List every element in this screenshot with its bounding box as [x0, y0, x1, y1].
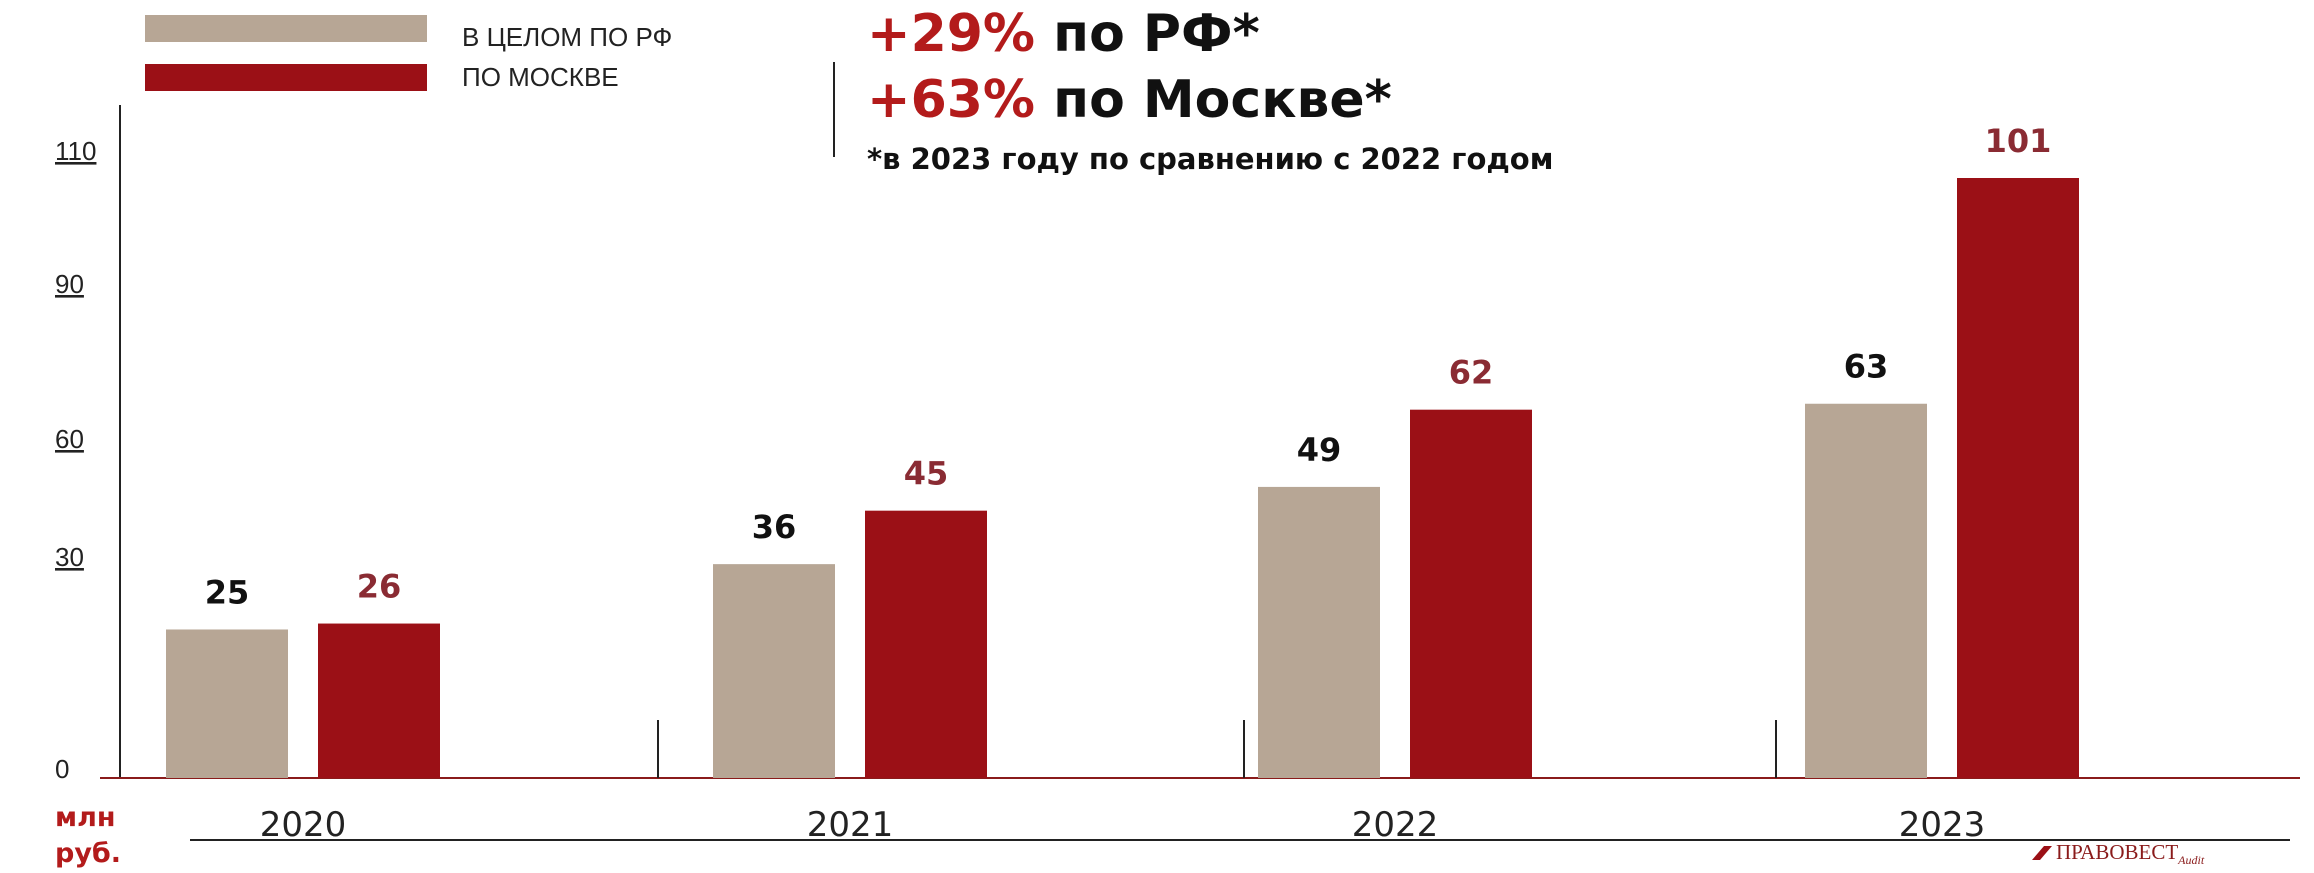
unit-label-line2: руб.	[55, 838, 122, 870]
bar-value-label: 25	[205, 573, 250, 611]
legend-label-moscow: ПО МОСКВЕ	[462, 62, 619, 92]
bar	[1258, 486, 1380, 778]
y-tick-label: 90	[55, 269, 84, 299]
x-tick-label: 2020	[260, 805, 347, 845]
bar-value-label: 36	[752, 508, 797, 546]
headline-rf: +29% по РФ*	[867, 4, 1260, 64]
logo-mark-icon	[2032, 846, 2052, 860]
logo-sub: Audit	[2178, 853, 2205, 868]
x-tick-label: 2021	[807, 805, 894, 845]
bar	[713, 564, 835, 778]
x-tick-label: 2022	[1352, 805, 1439, 845]
headline-divider	[833, 62, 835, 157]
bar	[166, 629, 288, 778]
pravovest-logo: ПРАВОВЕСТAudit	[2032, 840, 2204, 868]
y-tick-label: 110	[55, 136, 96, 166]
y-tick-label: 30	[55, 542, 84, 572]
bar-value-label: 26	[357, 568, 402, 606]
y-tick-label: 0	[55, 754, 69, 784]
bar	[1805, 403, 1927, 778]
unit-label-line1: млн	[55, 802, 116, 833]
bar	[865, 510, 987, 778]
legend-label-rf: В ЦЕЛОМ ПО РФ	[462, 22, 673, 52]
headline-moscow-percent: +63%	[867, 70, 1036, 130]
bar	[1410, 409, 1532, 778]
legend-swatch-moscow	[145, 64, 427, 91]
unit-label: млн руб.	[55, 800, 121, 873]
bar-value-label: 62	[1449, 354, 1494, 392]
headline-rf-text: по РФ*	[1053, 4, 1260, 64]
bar	[318, 623, 440, 778]
y-tick-label: 60	[55, 424, 84, 454]
headline-footnote: *в 2023 году по сравнению с 2022 годом	[867, 142, 1554, 176]
headline-rf-percent: +29%	[867, 4, 1036, 64]
x-tick-label: 2023	[1899, 805, 1986, 845]
legend-swatch-rf	[145, 15, 427, 42]
bar	[1957, 178, 2079, 778]
bar-value-label: 101	[1985, 122, 2052, 160]
bar-value-label: 45	[904, 455, 949, 493]
headline-moscow: +63% по Москве*	[867, 70, 1392, 130]
bar-value-label: 63	[1844, 348, 1889, 386]
logo-text: ПРАВОВЕСТ	[2056, 840, 2179, 864]
headline-moscow-text: по Москве*	[1053, 70, 1392, 130]
bar-value-label: 49	[1297, 431, 1342, 469]
